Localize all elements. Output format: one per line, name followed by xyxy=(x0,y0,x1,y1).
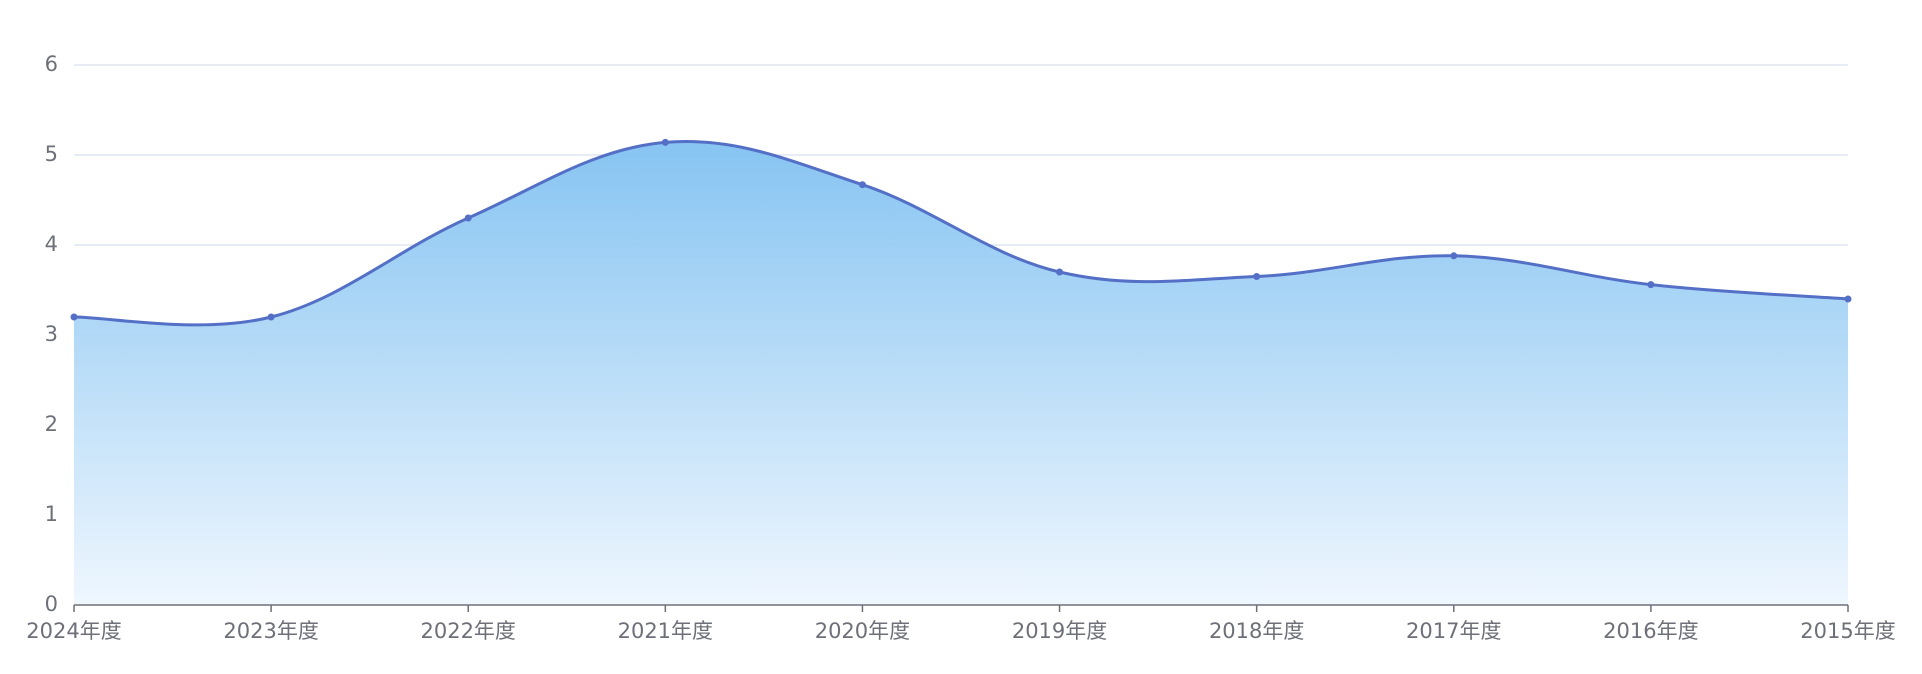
point xyxy=(1253,273,1261,280)
point xyxy=(267,313,275,321)
y-tick-label: 2 xyxy=(45,412,58,436)
point xyxy=(661,138,669,146)
point xyxy=(1450,252,1458,260)
x-tick-label: 2023年度 xyxy=(223,619,318,643)
y-tick-label: 0 xyxy=(45,592,58,616)
x-tick-label: 2016年度 xyxy=(1603,619,1698,643)
x-tick-label: 2019年度 xyxy=(1012,619,1107,643)
y-tick-label: 6 xyxy=(45,52,58,76)
point xyxy=(1844,295,1852,303)
point xyxy=(464,214,472,222)
line xyxy=(73,140,1849,327)
x-tick-label: 2024年度 xyxy=(26,619,121,643)
y-tick-label: 4 xyxy=(45,232,58,256)
y-tick-label: 1 xyxy=(45,502,58,526)
x-tick-label: 2017年度 xyxy=(1406,619,1501,643)
area xyxy=(74,141,1848,605)
x-tick-label: 2022年度 xyxy=(420,619,515,643)
x-tick-label: 2015年度 xyxy=(1800,619,1895,643)
y-tick-label: 3 xyxy=(45,322,58,346)
x-tick-label: 2020年度 xyxy=(815,619,910,643)
point xyxy=(70,313,78,321)
point xyxy=(858,181,866,189)
point xyxy=(1647,281,1655,289)
point xyxy=(1056,268,1064,276)
x-tick-label: 2021年度 xyxy=(618,619,713,643)
y-tick-label: 5 xyxy=(45,142,58,166)
x-tick-label: 2018年度 xyxy=(1209,619,1304,643)
